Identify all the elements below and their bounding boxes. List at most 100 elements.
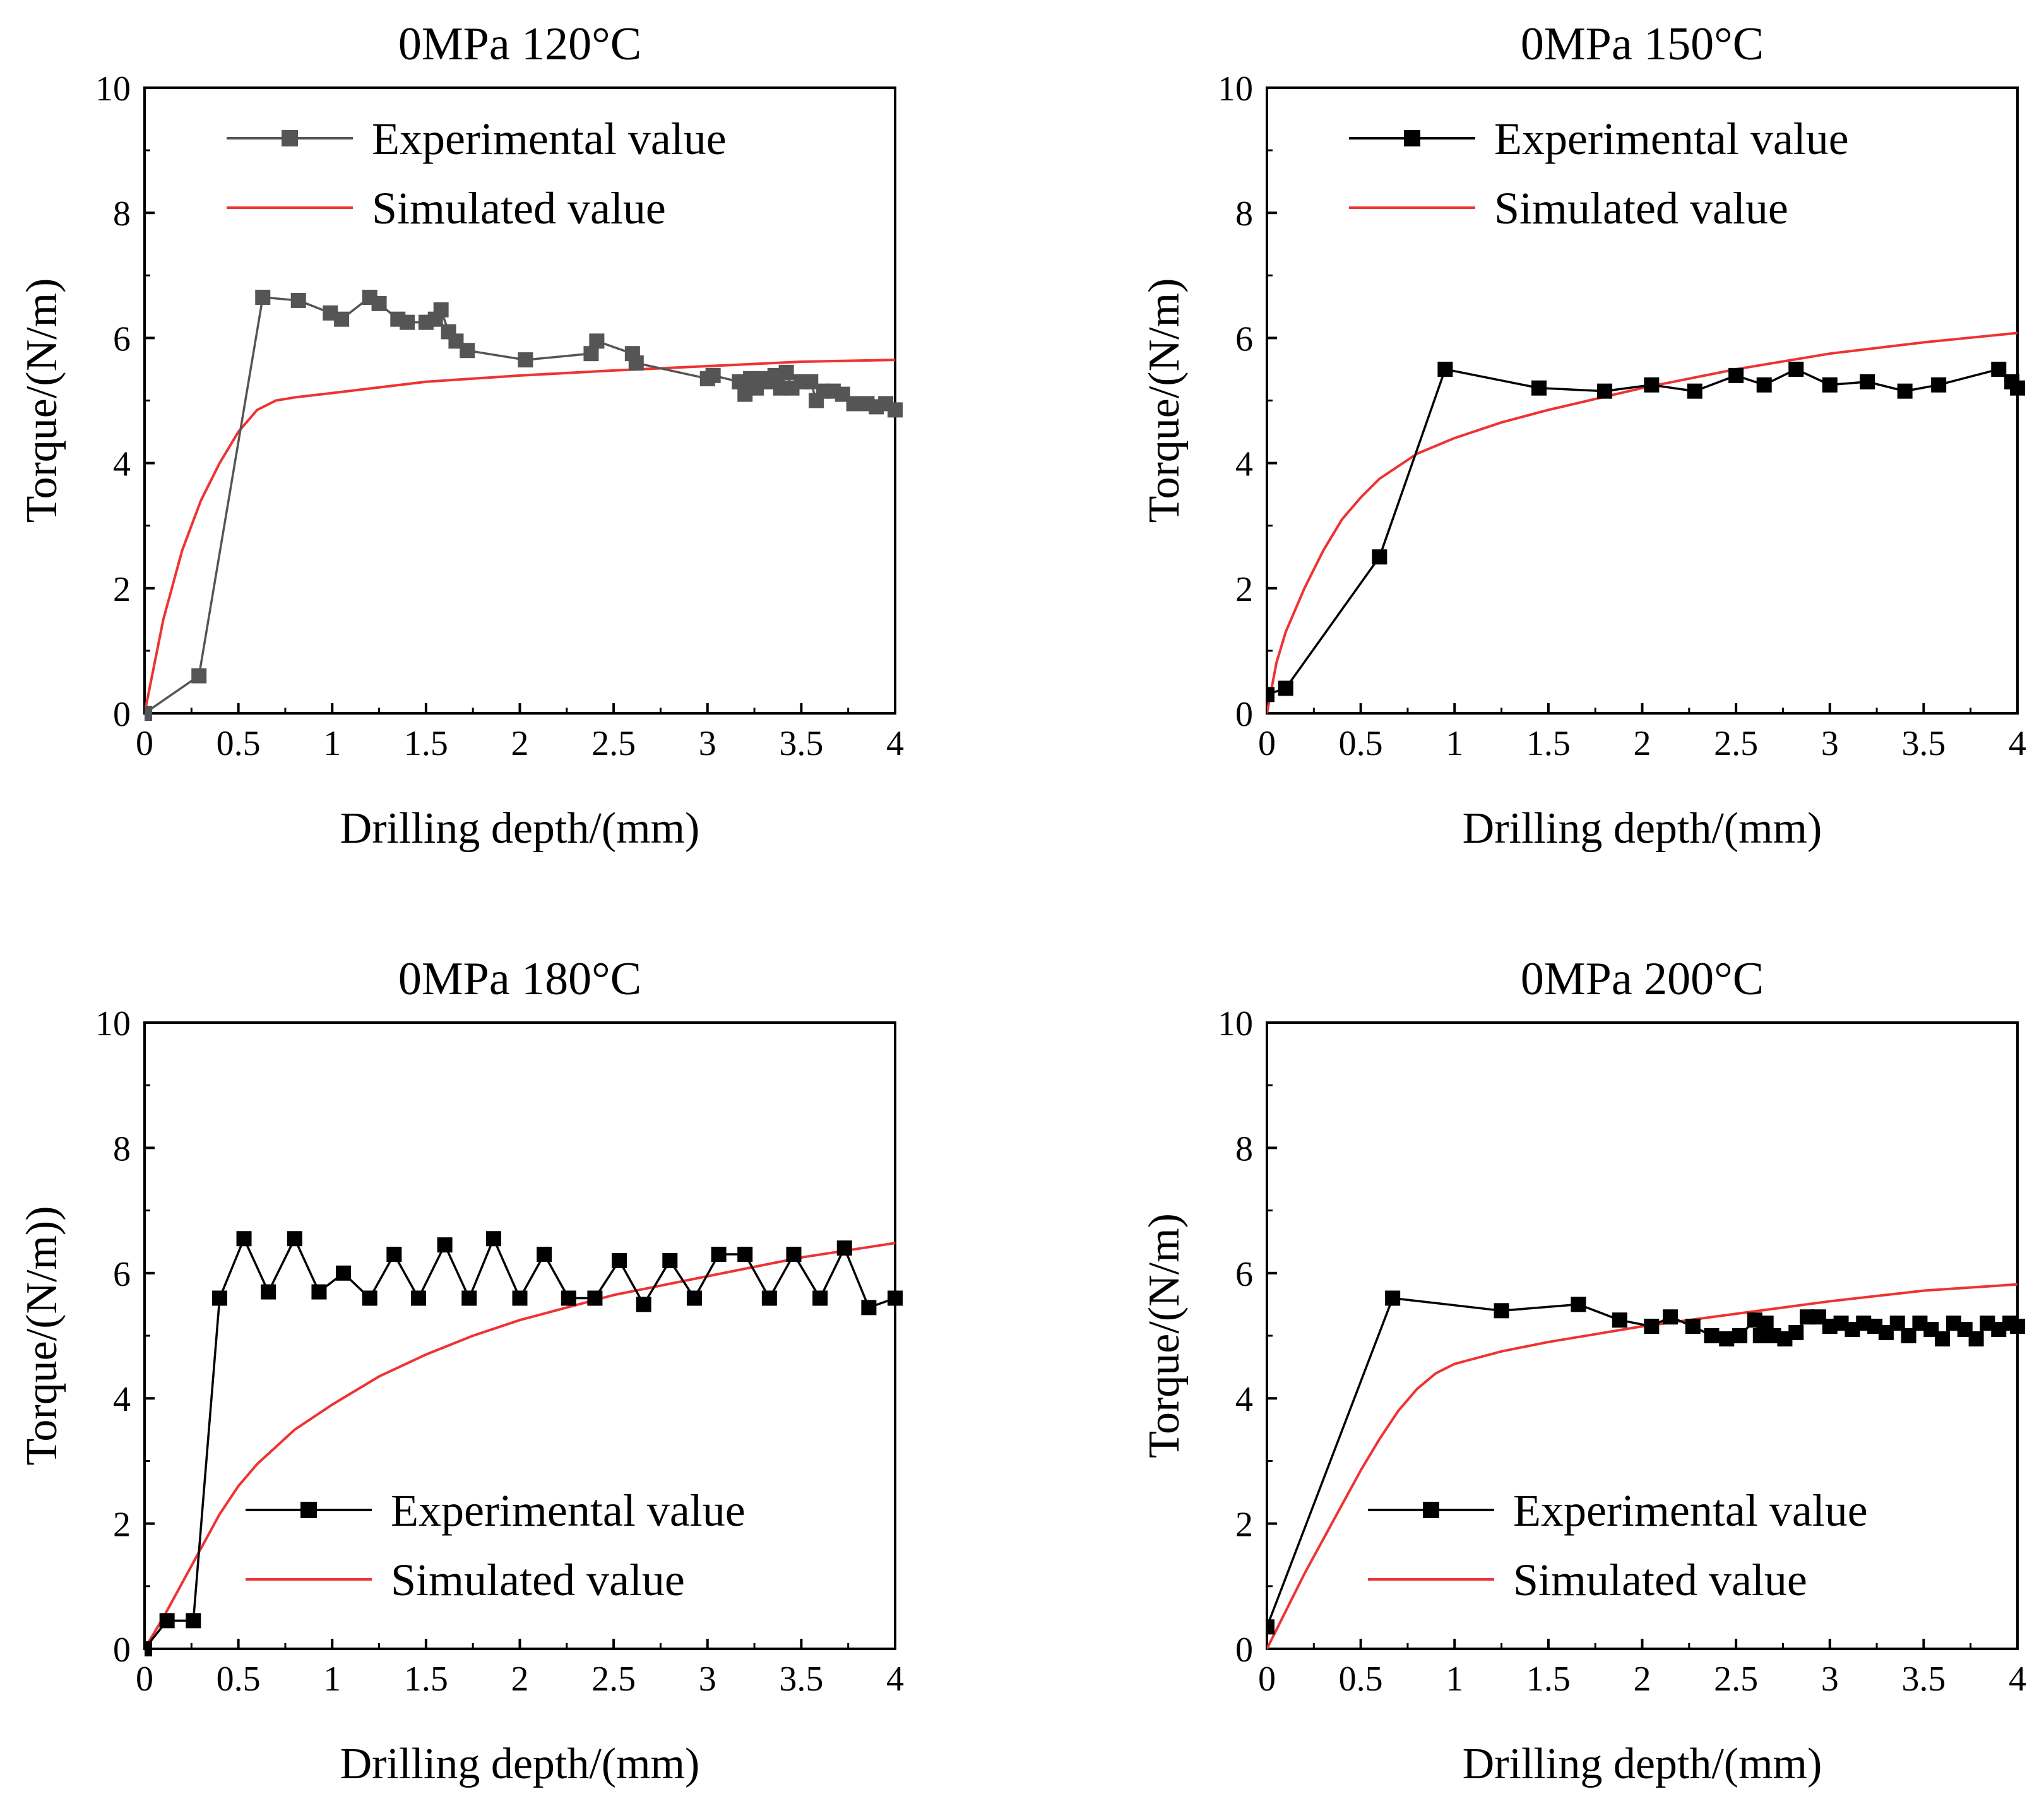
chart-panel-2: 0MPa 150°C 0 0.5 1 1.5 2 2.5 3 3.5 4 0 2 4 6 8 10 Drilli… bbox=[1140, 18, 2026, 853]
experimental-point bbox=[587, 1290, 603, 1306]
y-tick-label: 6 bbox=[113, 1255, 131, 1294]
experimental-point bbox=[145, 706, 152, 721]
experimental-point bbox=[1278, 680, 1293, 696]
y-tick-label: 0 bbox=[1235, 1631, 1253, 1670]
experimental-point bbox=[705, 367, 721, 383]
plot-area bbox=[1267, 331, 2025, 714]
x-tick-label: 1 bbox=[323, 724, 341, 763]
x-tick-label: 3 bbox=[699, 1660, 716, 1699]
experimental-point bbox=[1385, 1290, 1401, 1306]
experimental-point bbox=[888, 402, 903, 418]
chart-title: 0MPa 120°C bbox=[398, 18, 641, 70]
y-tick-label: 4 bbox=[113, 1380, 131, 1419]
experimental-point bbox=[636, 1297, 651, 1312]
experimental-point bbox=[812, 1290, 828, 1306]
x-tick-label: 1.5 bbox=[404, 1660, 448, 1699]
experimental-point bbox=[1663, 1309, 1679, 1325]
x-tick-label: 1 bbox=[1446, 724, 1463, 763]
x-tick-label: 3.5 bbox=[1901, 1660, 1946, 1699]
experimental-point bbox=[537, 1247, 552, 1262]
experimental-point bbox=[362, 1290, 377, 1306]
x-axis-label: Drilling depth/(mm) bbox=[340, 804, 700, 853]
x-tick-label: 2 bbox=[1634, 724, 1651, 763]
plot-frame bbox=[1266, 86, 2019, 715]
plot-area bbox=[145, 289, 903, 721]
experimental-point bbox=[1756, 377, 1772, 393]
experimental-point bbox=[1704, 1328, 1720, 1343]
plot-area bbox=[1267, 1283, 2025, 1649]
experimental-point bbox=[761, 1290, 777, 1306]
experimental-point bbox=[1860, 374, 1875, 389]
experimental-point bbox=[1571, 1297, 1586, 1312]
experimental-point bbox=[386, 1247, 402, 1262]
y-axis-label: Torque/(N/m) bbox=[1140, 278, 1189, 523]
chart-title: 0MPa 200°C bbox=[1521, 953, 1764, 1005]
legend-experimental-marker bbox=[1423, 1502, 1439, 1518]
experimental-point bbox=[1822, 377, 1838, 393]
experimental-point bbox=[803, 374, 819, 389]
experimental-point bbox=[1788, 1325, 1804, 1341]
experimental-point bbox=[836, 1240, 852, 1256]
experimental-series-line bbox=[1267, 368, 2019, 696]
x-tick-label: 3 bbox=[1821, 724, 1839, 763]
x-tick-label: 0 bbox=[136, 724, 153, 763]
experimental-point bbox=[186, 1613, 201, 1629]
experimental-point bbox=[686, 1290, 702, 1306]
x-tick-label: 0.5 bbox=[217, 724, 261, 763]
experimental-point bbox=[1494, 1303, 1509, 1319]
experimental-point bbox=[561, 1290, 576, 1306]
chart-panel-1: 0MPa 120°C 0 0.5 1 1.5 2 2.5 3 3.5 4 0 2 4 6 8 10 Drilli… bbox=[18, 18, 904, 853]
experimental-point bbox=[255, 289, 271, 305]
experimental-point bbox=[261, 1284, 276, 1300]
x-tick-label: 4 bbox=[886, 724, 904, 763]
experimental-point bbox=[336, 1265, 352, 1281]
experimental-point bbox=[1968, 1331, 1984, 1346]
x-tick-label: 4 bbox=[2009, 724, 2026, 763]
experimental-point bbox=[311, 1284, 327, 1300]
y-tick-label: 0 bbox=[113, 1631, 131, 1670]
experimental-point bbox=[433, 302, 449, 318]
chart-title: 0MPa 150°C bbox=[1521, 18, 1764, 70]
experimental-point bbox=[1597, 383, 1613, 399]
experimental-point bbox=[861, 1300, 877, 1316]
legend-experimental-marker bbox=[1404, 130, 1420, 146]
y-tick-label: 10 bbox=[95, 69, 131, 109]
x-tick-label: 1 bbox=[323, 1660, 341, 1699]
experimental-point bbox=[236, 1231, 252, 1247]
y-tick-label: 4 bbox=[113, 445, 131, 484]
experimental-point bbox=[1267, 687, 1275, 703]
experimental-point bbox=[334, 311, 350, 327]
x-tick-label: 2.5 bbox=[591, 1660, 636, 1699]
x-tick-label: 2 bbox=[1634, 1660, 1651, 1699]
x-tick-label: 3.5 bbox=[779, 724, 823, 763]
experimental-point bbox=[461, 1290, 477, 1306]
x-tick-label: 3.5 bbox=[779, 1660, 823, 1699]
experimental-point bbox=[485, 1231, 501, 1247]
experimental-point bbox=[737, 1247, 753, 1262]
x-tick-label: 0.5 bbox=[1339, 724, 1383, 763]
chart-panel-4: 0MPa 200°C 0 0.5 1 1.5 2 2.5 3 3.5 4 0 2 4 6 8 10 Drilli… bbox=[1140, 953, 2026, 1788]
experimental-point bbox=[846, 396, 862, 412]
experimental-point bbox=[159, 1613, 175, 1629]
x-tick-label: 3 bbox=[699, 724, 716, 763]
y-tick-label: 4 bbox=[1235, 445, 1253, 484]
x-tick-label: 4 bbox=[886, 1660, 904, 1699]
y-axis-label: Torque/(N/m)) bbox=[18, 1206, 66, 1465]
experimental-point bbox=[211, 1290, 227, 1306]
experimental-point bbox=[2010, 380, 2025, 396]
experimental-point bbox=[711, 1247, 727, 1262]
experimental-point bbox=[460, 343, 475, 359]
x-axis-label: Drilling depth/(mm) bbox=[1463, 1740, 1822, 1788]
x-tick-label: 0.5 bbox=[217, 1660, 261, 1699]
legend: Experimental value Simulated value bbox=[246, 1485, 746, 1605]
legend-experimental-label: Experimental value bbox=[1513, 1485, 1868, 1536]
y-axis-label: Torque/(N/m) bbox=[18, 278, 66, 523]
legend-simulated-label: Simulated value bbox=[391, 1555, 685, 1605]
experimental-point bbox=[371, 295, 387, 311]
x-tick-label: 4 bbox=[2009, 1660, 2026, 1699]
experimental-point bbox=[1437, 361, 1453, 377]
x-axis-label: Drilling depth/(mm) bbox=[340, 1740, 700, 1788]
y-tick-label: 2 bbox=[1235, 1506, 1253, 1545]
chart-panel-3: 0MPa 180°C 0 0.5 1 1.5 2 2.5 3 3.5 4 0 2 4 6 8 10 Drilli… bbox=[18, 953, 904, 1788]
simulated-series-line bbox=[1267, 1283, 2018, 1649]
